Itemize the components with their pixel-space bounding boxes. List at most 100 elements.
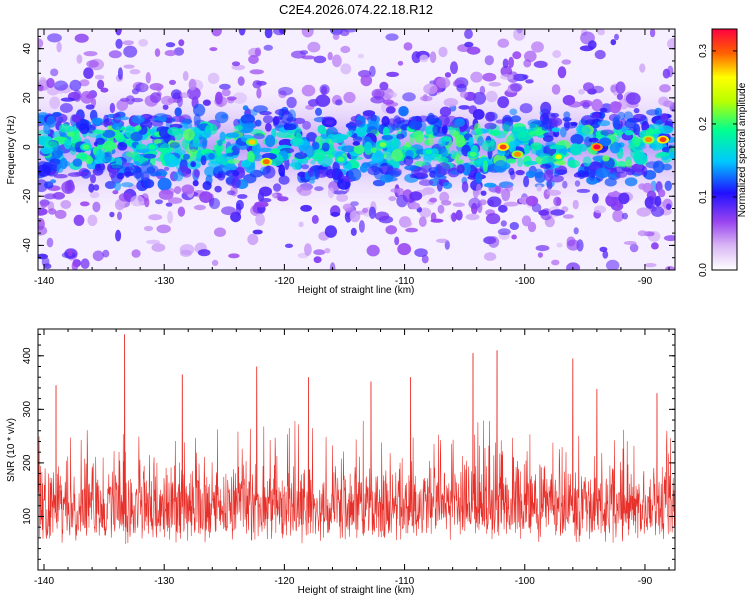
spectrogram-cell [80, 91, 94, 104]
spectrogram-cell [44, 181, 54, 189]
spectrogram-cell [625, 92, 641, 105]
spectrogram-cell [599, 246, 608, 252]
x-tick-label: -90 [638, 576, 653, 587]
spectrogram-cell [135, 143, 147, 150]
spectrogram-cell [508, 167, 515, 176]
spectrogram-cell [464, 41, 474, 48]
spectrogram-cell [319, 136, 329, 145]
spectrogram-cell [525, 79, 534, 84]
spectrogram-cell [177, 206, 186, 217]
y-tick-label: 0 [22, 144, 33, 150]
spectrogram-cell [307, 167, 314, 177]
spectrogram-cell [143, 225, 154, 232]
spectrogram-cell [193, 169, 200, 178]
spectrogram-cell [211, 259, 219, 266]
spectrogram-cell [551, 127, 561, 133]
spectrogram-cell [291, 162, 300, 170]
spectrogram-cell [623, 241, 637, 245]
spectrogram-hotspot [262, 159, 270, 165]
spectrogram-cell [360, 74, 373, 87]
x-tick-label: -120 [274, 276, 294, 287]
spectrogram-cell [515, 169, 525, 176]
spectrogram-hotspot [82, 144, 90, 150]
spectrogram-cell [482, 160, 488, 173]
spectrogram-cell [197, 249, 211, 257]
spectrogram-cell [614, 166, 627, 174]
spectrogram-cell [151, 120, 164, 127]
spectrogram-hotspot [148, 144, 156, 150]
spectrogram-cell [146, 239, 161, 245]
spectrogram-cell [413, 167, 428, 178]
spectrogram-cell [158, 189, 174, 200]
spectrogram-cell [668, 151, 675, 160]
spectrogram-cell [263, 44, 273, 51]
spectrogram-cell [60, 97, 75, 102]
spectrogram-cell [278, 164, 286, 177]
spectrogram-cell [156, 224, 171, 234]
spectrogram-cell [625, 168, 635, 176]
spectrogram-cell [308, 179, 316, 184]
spectrogram-cell [247, 233, 259, 246]
spectrogram-cell [256, 87, 262, 99]
spectrogram-cell [468, 137, 474, 145]
spectrogram-cell [254, 47, 262, 57]
spectrogram-cell [311, 149, 326, 162]
spectrogram-cell [109, 164, 123, 170]
spectrogram-cell [562, 214, 575, 219]
colorbar-tick-label: 0.1 [698, 190, 709, 204]
spectrogram-cell [313, 256, 322, 264]
spectrogram-cell [95, 149, 105, 162]
spectrogram-cell [255, 213, 265, 227]
spectrogram-cell [200, 155, 207, 166]
spectrogram-cell [659, 84, 671, 93]
spectrogram-cell [343, 91, 356, 104]
spectrogram-x-ticks: -140 -130 -120 -110 -100 -90 [34, 29, 670, 287]
spectrogram-cell [168, 197, 183, 204]
spectrogram-cell [609, 141, 621, 154]
spectrogram-cell [181, 137, 189, 150]
spectrogram-cell [612, 209, 624, 223]
spectrogram-cell [573, 227, 579, 235]
spectrogram-cell [66, 131, 75, 137]
spectrogram-cell [367, 165, 381, 176]
spectrogram-cell [617, 111, 626, 121]
spectrogram-cell [150, 92, 162, 103]
spectrogram-cell [495, 119, 506, 124]
spectrogram-cell [313, 55, 327, 64]
spectrogram-cell [214, 111, 229, 124]
spectrogram-cell [387, 169, 402, 177]
spectrogram-cell [226, 96, 237, 101]
spectrogram-cell [369, 160, 377, 165]
spectrogram-cell [470, 71, 483, 83]
spectrogram-hotspot [645, 137, 653, 143]
spectrogram-cell [246, 150, 255, 164]
spectrogram-cell [209, 47, 218, 52]
spectrogram-cell [262, 165, 276, 179]
spectrogram-cell [397, 60, 404, 66]
spectrogram-cell [624, 130, 634, 136]
spectrogram-cell [561, 59, 572, 65]
x-tick-label: -100 [515, 576, 535, 587]
spectrogram-cell [438, 46, 448, 58]
spectrogram-cell [604, 177, 617, 187]
spectrogram-cell [456, 83, 467, 93]
spectrogram-cell [363, 141, 373, 154]
spectrogram-cell [533, 60, 548, 68]
spectrogram-cell [169, 142, 180, 149]
spectrogram-cell [567, 101, 582, 108]
spectrogram-cell [663, 235, 675, 242]
spectrogram-cell [430, 218, 444, 223]
spectrogram-cell [115, 38, 123, 49]
spectrogram-cell [536, 184, 542, 192]
spectrogram-cell [221, 206, 236, 216]
spectrogram-cell [417, 115, 430, 122]
spectrogram-cell [371, 88, 385, 99]
spectrogram-cell [151, 243, 166, 252]
spectrogram-cell [314, 167, 320, 180]
spectrogram-cell [249, 69, 264, 75]
spectrogram-cell [531, 41, 544, 53]
y-tick-label: -40 [22, 238, 33, 253]
spectrogram-cell [278, 86, 294, 96]
spectrogram-cell [644, 263, 657, 268]
spectrogram-cell [456, 164, 465, 174]
